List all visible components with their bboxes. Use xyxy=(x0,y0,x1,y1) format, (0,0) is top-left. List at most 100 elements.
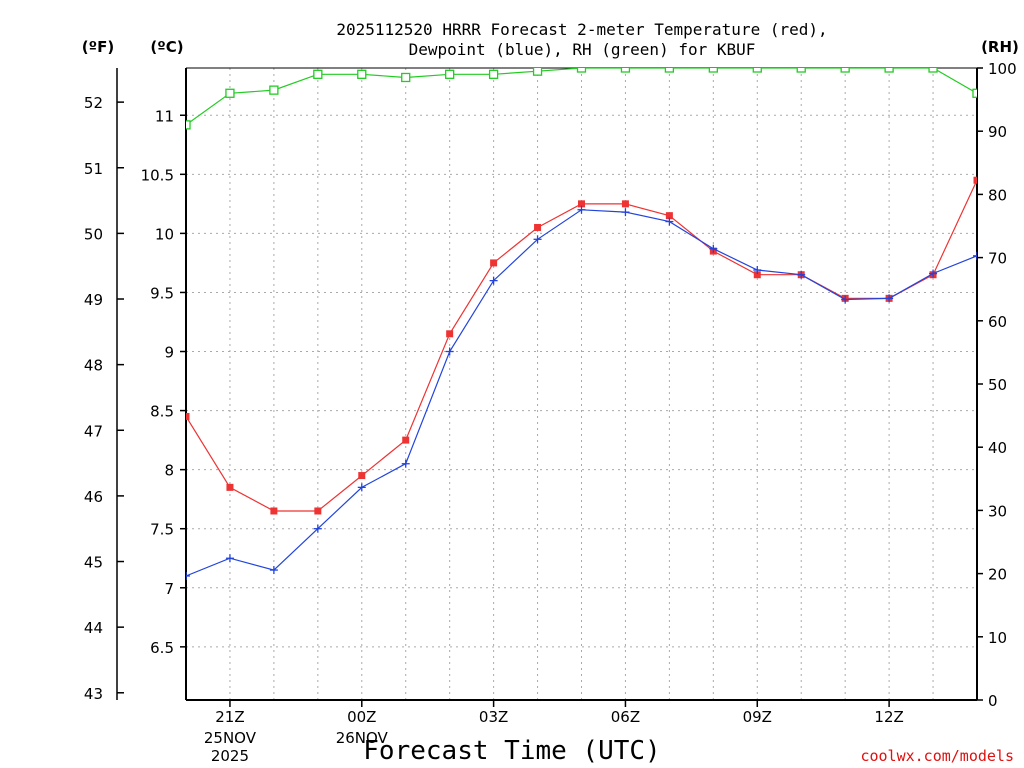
dewpoint-point xyxy=(665,217,674,226)
fahrenheit-unit-label: (ºF) xyxy=(82,38,114,56)
rh-tick-label: 90 xyxy=(988,123,1007,141)
fahrenheit-tick-label: 46 xyxy=(84,488,103,506)
dewpoint-point xyxy=(225,554,234,563)
tick-labels: 43 44 45 46 47 48 49 50 51 52 6.5 7 7.5 8 8.5 9 9.5 10 10.… xyxy=(84,60,1017,765)
rh-point xyxy=(708,68,718,73)
temperature-point xyxy=(578,200,585,208)
rh-tick-label: 60 xyxy=(988,313,1007,331)
temperature-point xyxy=(446,330,454,338)
celsius-tick-label: 7.5 xyxy=(150,521,174,539)
temperature-point xyxy=(358,472,366,480)
fahrenheit-tick-label: 45 xyxy=(84,554,103,572)
dewpoint-point xyxy=(621,208,630,217)
fahrenheit-tick-label: 43 xyxy=(84,685,103,703)
data-series xyxy=(186,68,1024,580)
temperature-line xyxy=(186,179,977,512)
fahrenheit-tick-label: 52 xyxy=(84,94,103,112)
fahrenheit-tick-label: 49 xyxy=(84,291,103,309)
x-tick-date-label: 26NOV xyxy=(336,729,389,747)
fahrenheit-tick-label: 50 xyxy=(84,225,103,243)
x-tick-label: 00Z xyxy=(347,708,376,726)
rh-point xyxy=(313,69,323,79)
rh-point xyxy=(401,72,411,83)
celsius-unit-label: (ºC) xyxy=(150,38,183,56)
temperature-point xyxy=(402,436,410,444)
axes xyxy=(116,67,983,707)
celsius-tick-label: 10.5 xyxy=(141,166,174,184)
dewpoint-point xyxy=(797,270,806,279)
fahrenheit-tick-label: 44 xyxy=(84,619,103,637)
temperature-point xyxy=(665,212,673,220)
rh-point xyxy=(840,68,850,73)
fahrenheit-tick-label: 47 xyxy=(84,422,103,440)
dewpoint-point xyxy=(885,294,894,303)
dewpoint-point xyxy=(973,251,977,260)
rh-tick-label: 80 xyxy=(988,186,1007,204)
x-tick-year-label: 2025 xyxy=(211,747,249,765)
rh-tick-label: 0 xyxy=(988,692,998,710)
dewpoint-point xyxy=(753,266,762,275)
rh-unit-label: (RH) xyxy=(981,38,1019,56)
rh-point xyxy=(928,68,938,73)
dewpoint-line xyxy=(186,209,977,577)
rh-point xyxy=(620,68,631,73)
rh-tick-label: 10 xyxy=(988,629,1007,647)
rh-tick-label: 70 xyxy=(988,250,1007,268)
rh-point xyxy=(752,68,762,73)
celsius-tick-label: 7 xyxy=(164,580,174,598)
rh-tick-label: 40 xyxy=(988,439,1007,457)
dewpoint-point xyxy=(186,571,190,580)
temperature-point xyxy=(186,412,190,420)
chart-title-line-1: 2025112520 HRRR Forecast 2-meter Tempera… xyxy=(336,20,827,39)
temperature-point xyxy=(226,483,234,491)
fahrenheit-tick-label: 48 xyxy=(84,357,103,375)
rh-point xyxy=(357,69,367,79)
celsius-tick-label: 9 xyxy=(164,344,174,362)
x-tick-label: 12Z xyxy=(874,708,903,726)
rh-point xyxy=(269,85,279,95)
dewpoint-point xyxy=(577,205,586,214)
temperature-point xyxy=(1017,171,1024,178)
rh-point xyxy=(664,68,675,73)
dewpoint-point xyxy=(269,566,278,575)
dewpoint-point xyxy=(1017,241,1024,249)
temperature-point xyxy=(534,223,542,231)
dewpoint-point xyxy=(445,347,454,356)
fahrenheit-tick-label: 51 xyxy=(84,160,103,178)
rh-tick-label: 100 xyxy=(988,60,1017,78)
celsius-tick-label: 9.5 xyxy=(150,284,174,302)
dewpoint-point xyxy=(357,483,366,492)
dewpoint-point xyxy=(489,276,498,285)
rh-point xyxy=(186,120,191,130)
rh-point xyxy=(796,68,806,73)
celsius-tick-label: 6.5 xyxy=(150,639,174,657)
rh-tick-label: 50 xyxy=(988,376,1007,394)
rh-point xyxy=(972,88,977,98)
dewpoint-point xyxy=(709,244,718,253)
rh-point xyxy=(1017,96,1024,104)
dewpoint-point xyxy=(533,235,542,244)
temperature-point xyxy=(270,507,278,515)
dewpoint-point xyxy=(841,295,850,304)
rh-point xyxy=(532,68,543,76)
celsius-tick-label: 8 xyxy=(164,462,174,480)
temperature-point xyxy=(621,200,629,208)
rh-point xyxy=(445,69,455,79)
rh-point xyxy=(225,88,235,98)
grid-lines xyxy=(186,68,977,700)
temperature-point xyxy=(753,271,761,279)
x-tick-date-label: 25NOV xyxy=(204,729,257,747)
rh-line xyxy=(186,68,977,126)
x-tick-label: 09Z xyxy=(743,708,772,726)
dewpoint-point xyxy=(401,459,410,468)
dewpoint-point xyxy=(313,524,322,533)
celsius-tick-label: 10 xyxy=(155,225,174,243)
temperature-point xyxy=(973,176,977,184)
rh-tick-label: 20 xyxy=(988,566,1007,584)
chart-title-line-2: Dewpoint (blue), RH (green) for KBUF xyxy=(409,40,756,59)
rh-point xyxy=(488,69,499,79)
celsius-tick-label: 8.5 xyxy=(150,403,174,421)
x-tick-label: 21Z xyxy=(215,708,244,726)
x-tick-label: 03Z xyxy=(479,708,508,726)
